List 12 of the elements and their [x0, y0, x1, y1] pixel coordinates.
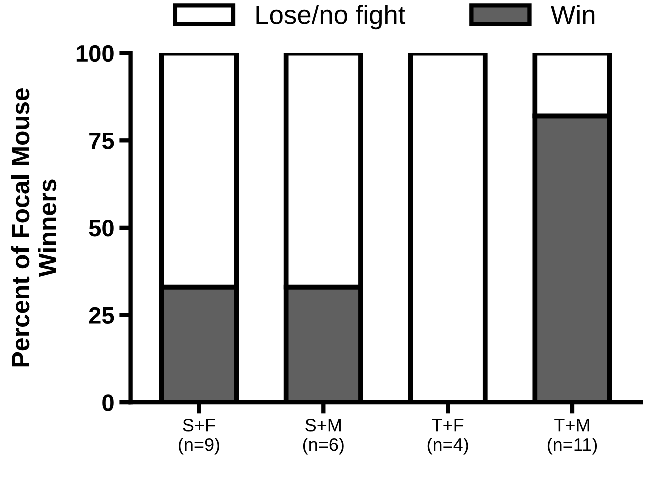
legend-label: Win [550, 5, 595, 24]
legend-label: Lose/no fight [256, 5, 406, 30]
x-tick-label: T+M (n=11) [548, 419, 598, 455]
y-tick-label: 0 [102, 394, 114, 412]
x-tick-label: T+F (n=4) [428, 419, 468, 455]
y-tick-label: 25 [89, 307, 114, 324]
y-axis-title: Percent of Focal Mouse Winners [11, 88, 57, 367]
x-tick-label: S+F (n=9) [179, 419, 220, 455]
y-tick-label: 50 [89, 220, 114, 237]
x-tick-label: S+M (n=6) [303, 419, 344, 455]
y-tick-label: 100 [76, 45, 114, 62]
y-tick-label: 75 [90, 132, 114, 150]
